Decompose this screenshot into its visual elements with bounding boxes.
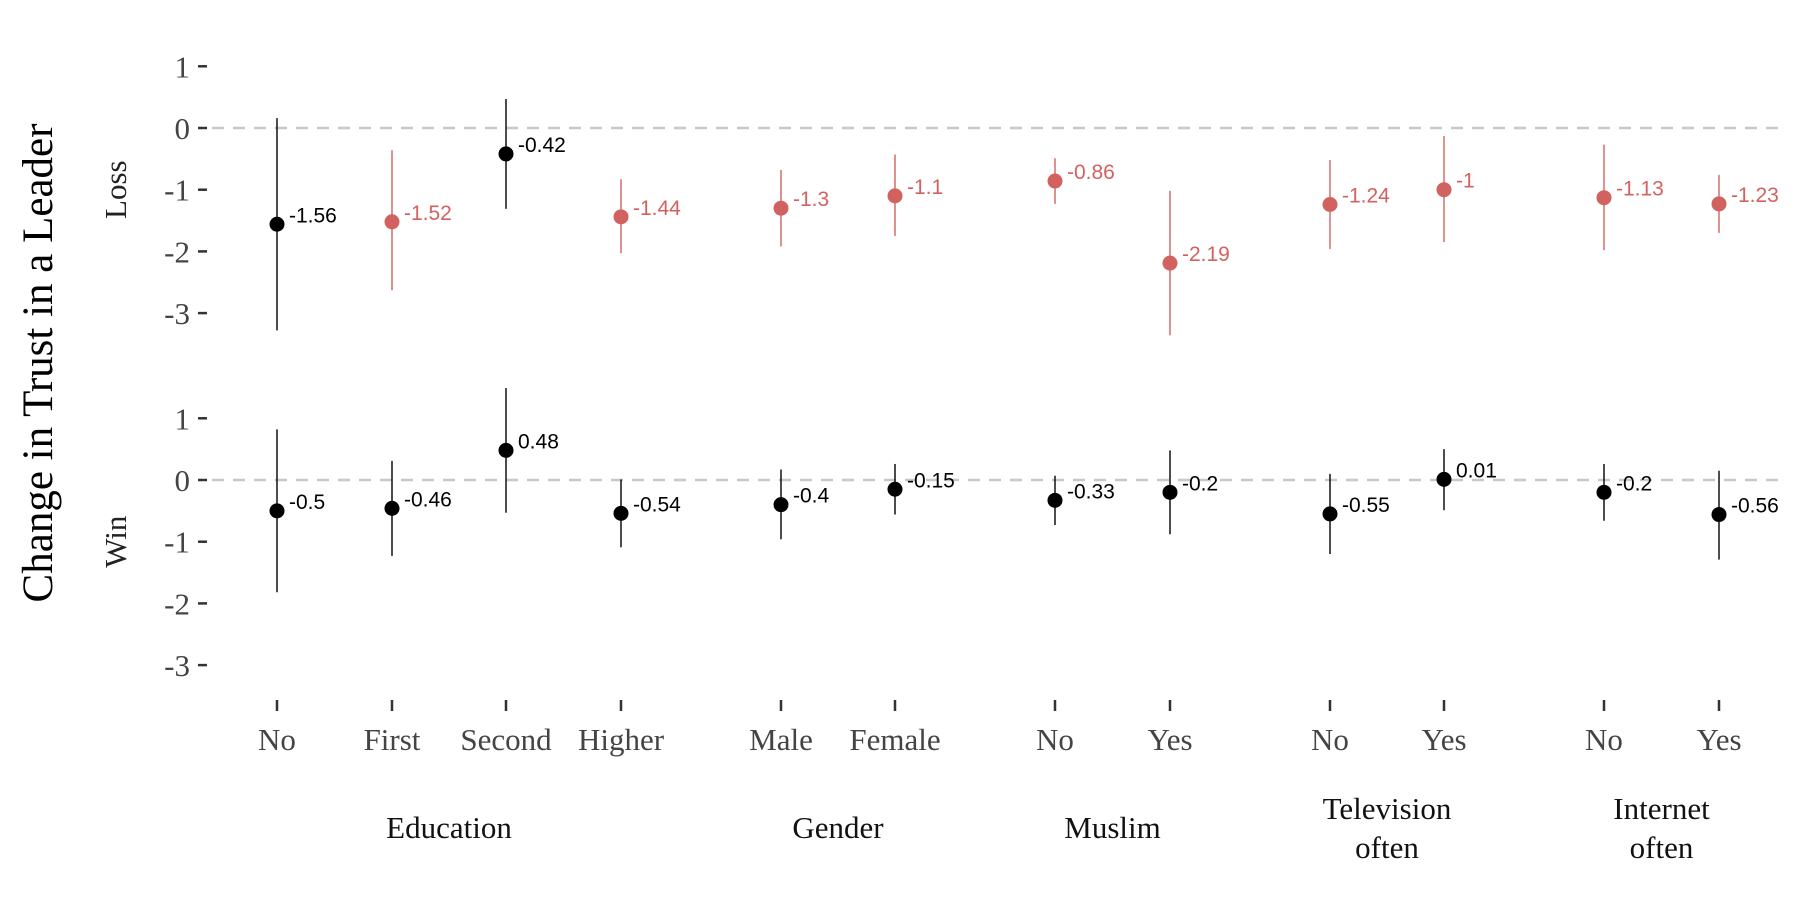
data-label: -1.13: [1616, 178, 1664, 201]
y-tick-label: -1: [164, 525, 190, 560]
data-label: -0.4: [793, 485, 830, 508]
data-label: -1.3: [793, 188, 829, 211]
data-label: -0.55: [1342, 494, 1390, 517]
data-label: -0.54: [633, 493, 681, 516]
data-label: -1.23: [1731, 184, 1779, 207]
data-label: -0.5: [289, 491, 325, 514]
data-label: -0.86: [1067, 161, 1115, 184]
y-tick-label: 0: [175, 111, 191, 146]
data-point: [613, 505, 629, 521]
data-label: -0.42: [518, 134, 566, 157]
data-label: -1.52: [404, 202, 452, 225]
group-labels: Education Gender Muslim Television often Inte…: [386, 791, 1710, 865]
data-point: [773, 200, 789, 216]
data-label: -1: [1456, 170, 1475, 193]
x-axis: No First Second Higher Male Female No Yes No Yes N…: [258, 700, 1742, 757]
x-tick-label: Male: [749, 722, 813, 757]
y-tick-label: -2: [164, 234, 190, 269]
x-tick-label: Yes: [1696, 722, 1741, 757]
data-point: [1436, 471, 1452, 487]
x-tick-label: No: [1311, 722, 1349, 757]
x-tick-label: Yes: [1147, 722, 1192, 757]
x-tick-label: Higher: [578, 722, 665, 757]
data-point: [1322, 506, 1338, 522]
data-label: -0.15: [907, 469, 955, 492]
data-point: [1596, 484, 1612, 500]
y-tick-label: 0: [175, 463, 191, 498]
data-label: -0.2: [1182, 472, 1218, 495]
x-tick-label: Second: [460, 722, 552, 757]
x-tick-label: No: [1036, 722, 1074, 757]
data-label: 0.48: [518, 430, 559, 453]
group-label: Muslim: [1064, 810, 1160, 845]
data-point: [1047, 173, 1063, 189]
data-point: [384, 214, 400, 230]
y-tick-label: -3: [164, 296, 190, 331]
data-point: [269, 503, 285, 519]
y-tick-label: -3: [164, 648, 190, 683]
data-label: -0.33: [1067, 480, 1115, 503]
group-label: Television often: [1323, 791, 1452, 865]
data-point: [1047, 492, 1063, 508]
data-label: 0.01: [1456, 459, 1497, 482]
y-tick-label: 1: [175, 49, 191, 84]
data-point: [384, 500, 400, 516]
data-point: [498, 146, 514, 162]
group-label: Gender: [792, 810, 884, 845]
panel-label-win: Win: [98, 515, 133, 568]
x-tick-label: No: [258, 722, 296, 757]
y-tick-label: -2: [164, 586, 190, 621]
data-label: -1.44: [633, 197, 681, 220]
panel-label-loss: Loss: [98, 160, 133, 219]
plot-panels: Loss 1 0 -1 -2 -3 -1.56 -1.52 -0.42 -1.44 -1.3 -1.1…: [98, 49, 1780, 683]
data-point: [269, 216, 285, 232]
data-label: -1.1: [907, 176, 943, 199]
data-point: [887, 481, 903, 497]
data-point: [1162, 484, 1178, 500]
data-point: [1711, 196, 1727, 212]
data-label: -2.19: [1182, 243, 1230, 266]
data-label: -0.2: [1616, 472, 1652, 495]
y-tick-label: -1: [164, 173, 190, 208]
data-point: [1436, 182, 1452, 198]
data-point: [1596, 190, 1612, 206]
data-point: [1162, 255, 1178, 271]
x-tick-label: Yes: [1421, 722, 1466, 757]
data-label: -0.56: [1731, 495, 1779, 518]
data-point: [1322, 197, 1338, 213]
x-tick-label: No: [1585, 722, 1623, 757]
data-point: [1711, 507, 1727, 523]
y-axis-title: Change in Trust in a Leader: [15, 124, 62, 603]
group-label: Internet often: [1613, 791, 1710, 865]
panel-loss: Loss 1 0 -1 -2 -3 -1.56 -1.52 -0.42 -1.44 -1.3 -1.1…: [98, 49, 1780, 336]
data-point: [773, 497, 789, 513]
data-label: -1.56: [289, 204, 337, 227]
data-label: -0.46: [404, 488, 452, 511]
data-label: -1.24: [1342, 185, 1390, 208]
y-tick-label: 1: [175, 401, 191, 436]
panel-win: Win 1 0 -1 -2 -3 -0.5 -0.46 0.48 -0.54 -0.4 -0.15 -0…: [98, 388, 1780, 683]
x-tick-label: First: [364, 722, 421, 757]
x-tick-label: Female: [849, 722, 940, 757]
data-point: [613, 209, 629, 225]
group-label: Education: [386, 810, 512, 845]
data-point: [498, 442, 514, 458]
data-point: [887, 188, 903, 204]
